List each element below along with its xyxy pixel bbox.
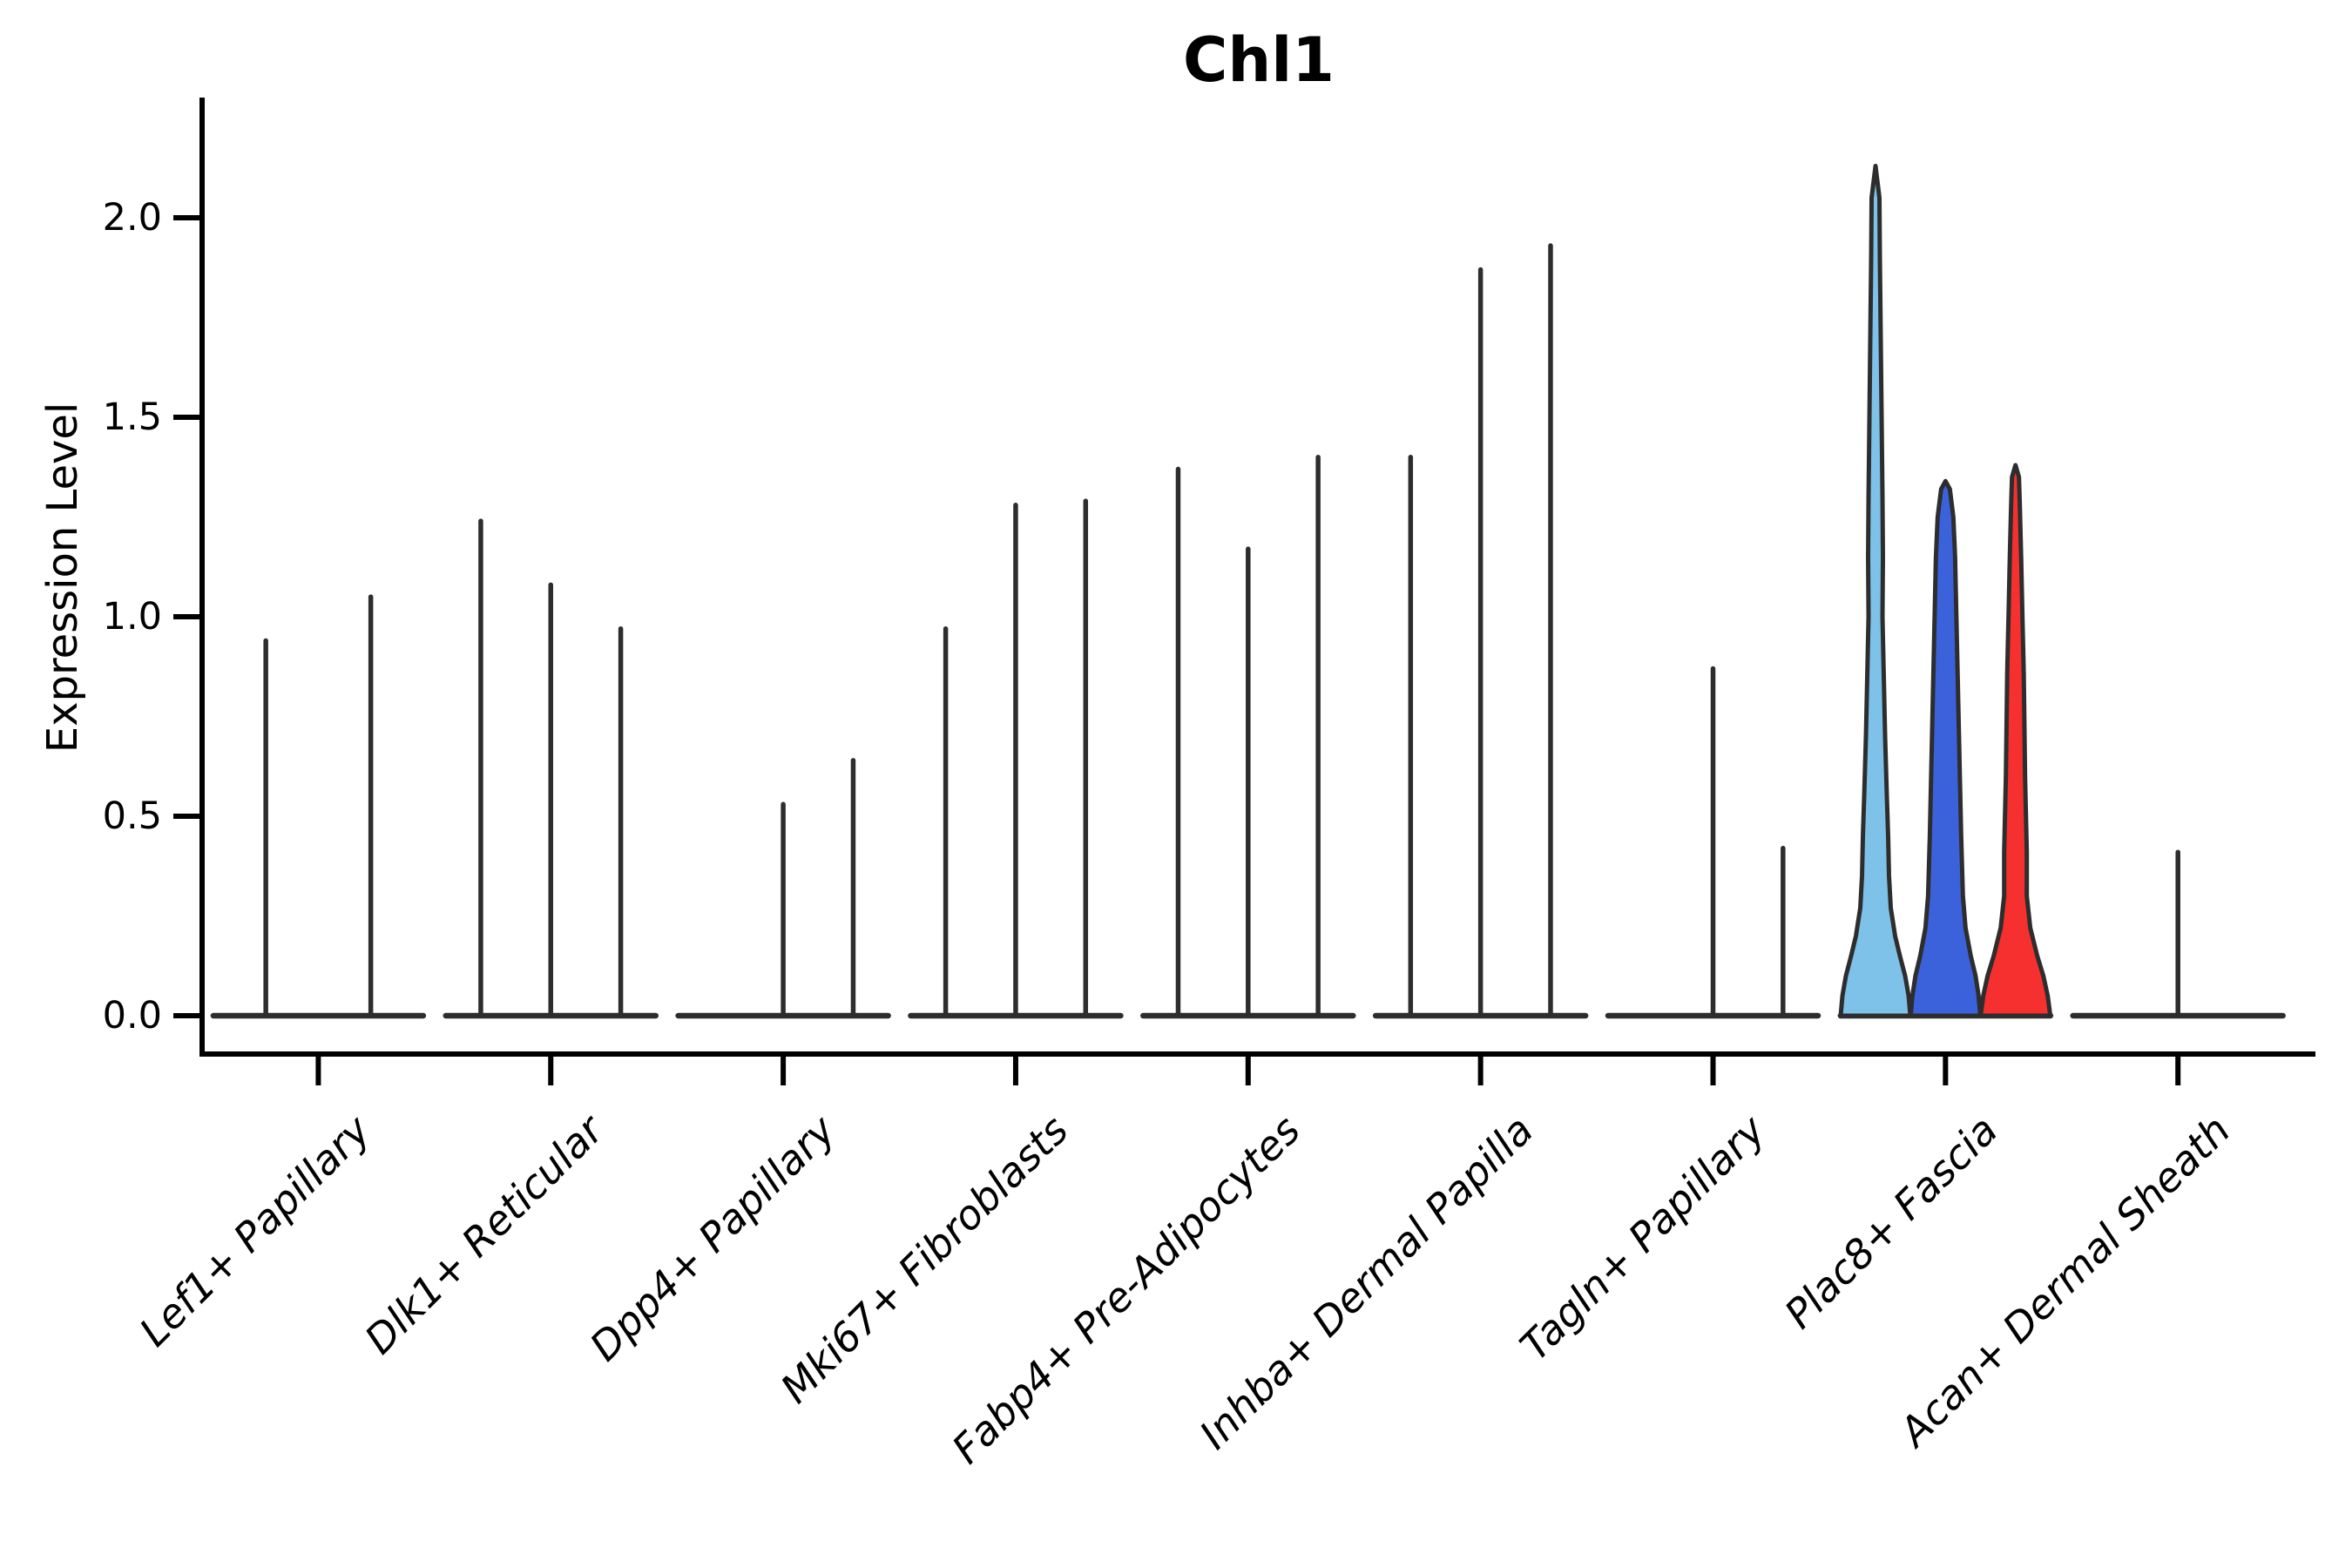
violin-body [1838, 163, 1913, 1018]
violin-body [1978, 463, 2053, 1018]
violin-body [1908, 478, 1983, 1018]
y-tick-label: 1.0 [102, 595, 162, 639]
y-tick-label: 0.0 [102, 994, 162, 1037]
y-tick-label: 1.5 [102, 395, 162, 439]
chart-title: Chl1 [1183, 24, 1335, 96]
y-axis-label: Expression Level [38, 402, 87, 754]
y-tick-label: 0.5 [102, 794, 162, 838]
y-tick-label: 2.0 [102, 196, 162, 240]
